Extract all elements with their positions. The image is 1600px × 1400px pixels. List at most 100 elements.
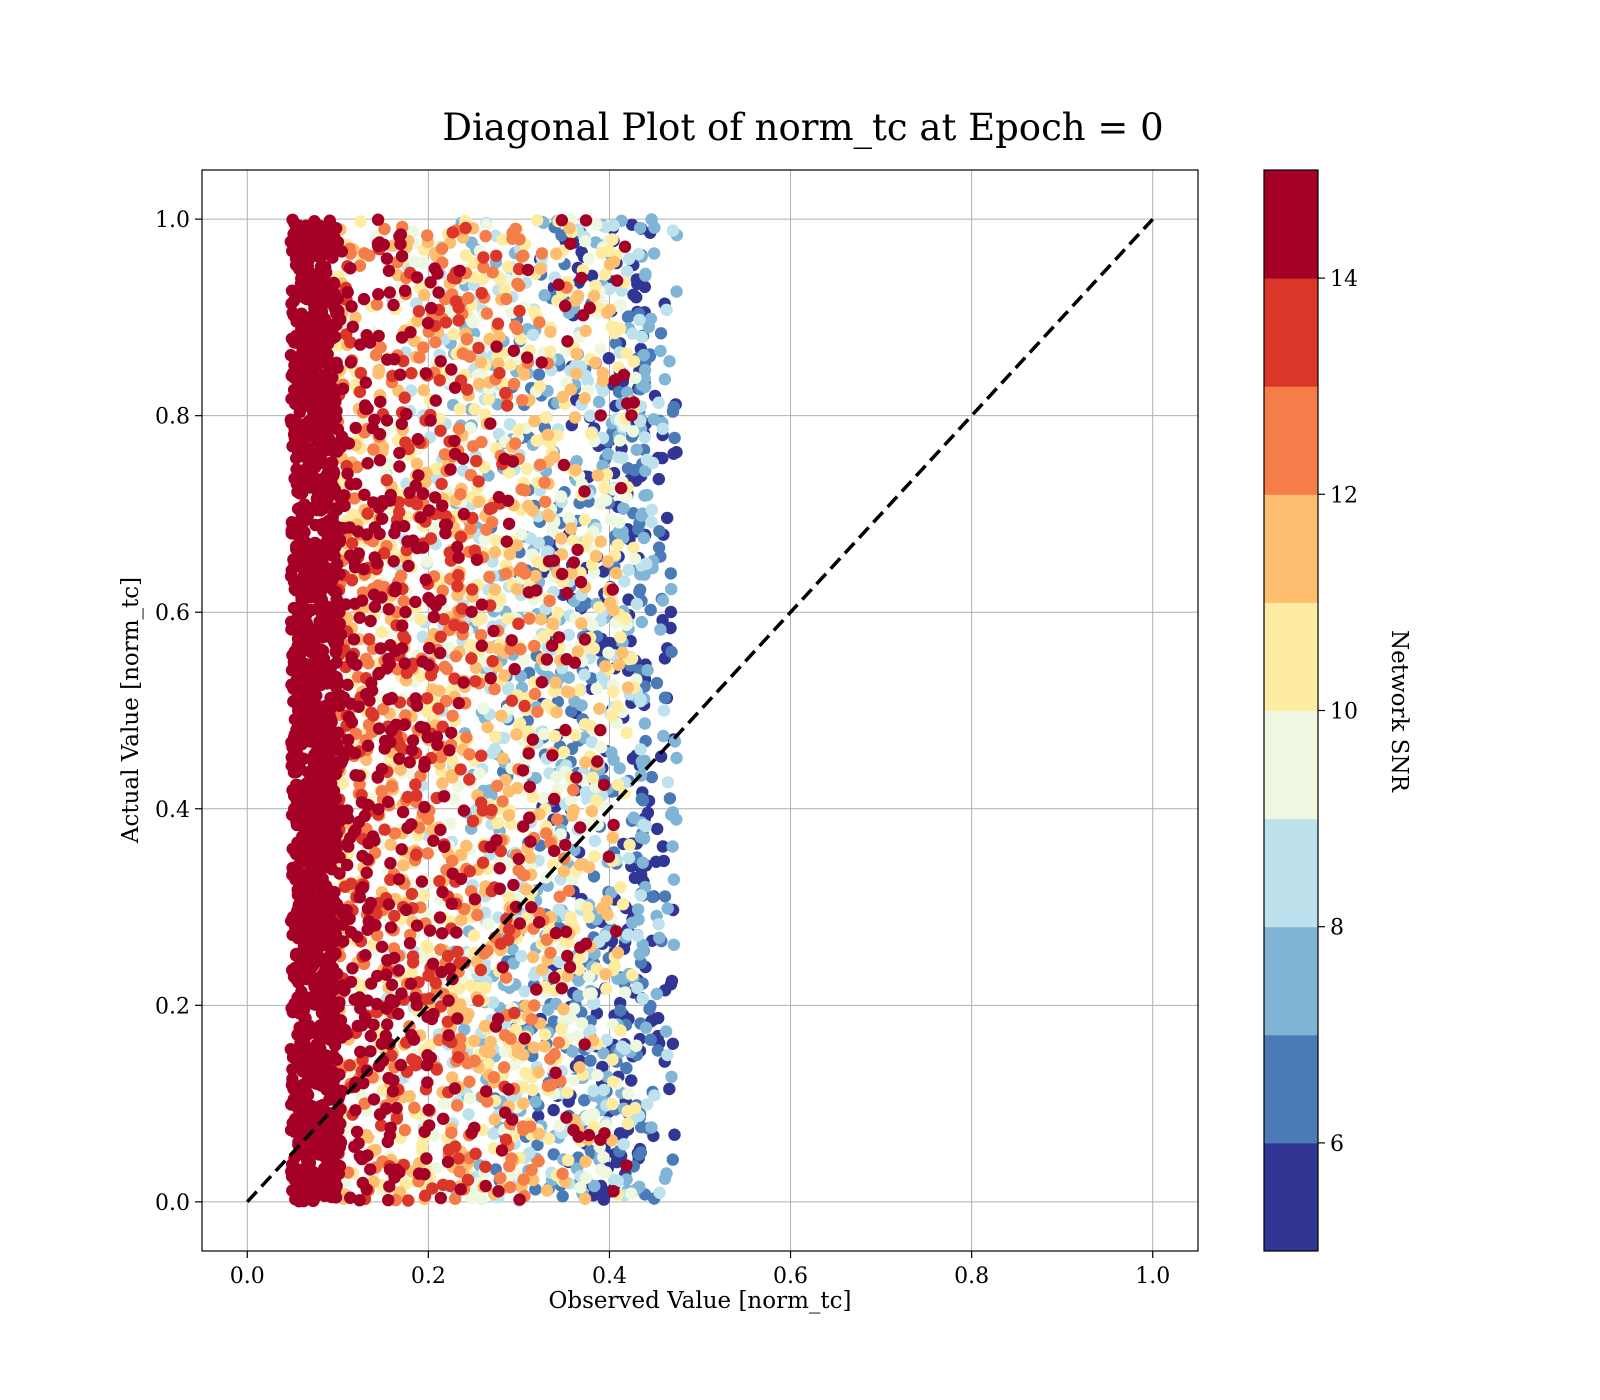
scatter-point	[610, 274, 624, 287]
scatter-point	[607, 1185, 620, 1198]
scatter-point	[594, 497, 607, 510]
scatter-point	[434, 355, 447, 368]
scatter-point	[620, 1061, 633, 1075]
scatter-point	[537, 791, 550, 805]
scatter-point	[519, 883, 533, 896]
scatter-point	[486, 996, 499, 1009]
scatter-point	[506, 943, 519, 956]
scatter-point	[466, 814, 480, 828]
scatter-point	[488, 730, 502, 743]
scatter-point	[602, 850, 616, 863]
scatter-point	[323, 755, 337, 769]
scatter-point	[345, 716, 359, 729]
scatter-point	[473, 767, 486, 780]
scatter-point	[287, 428, 301, 441]
scatter-point	[458, 1023, 471, 1036]
scatter-point	[528, 687, 542, 701]
scatter-point	[449, 1140, 462, 1153]
scatter-point	[361, 457, 374, 470]
scatter-point	[502, 466, 516, 479]
scatter-point	[424, 276, 437, 289]
scatter-point	[362, 915, 375, 928]
scatter-point	[665, 808, 678, 821]
scatter-point	[390, 1101, 403, 1115]
scatter-point	[625, 1074, 638, 1087]
scatter-point	[610, 566, 623, 580]
scatter-point	[385, 724, 398, 737]
scatter-point	[386, 1085, 400, 1098]
scatter-point	[477, 702, 490, 715]
scatter-point	[375, 762, 389, 776]
scatter-point	[523, 851, 537, 864]
scatter-point	[414, 511, 427, 524]
scatter-point	[589, 549, 603, 563]
scatter-point	[434, 750, 448, 764]
scatter-point	[568, 656, 581, 669]
scatter-point	[531, 214, 544, 227]
scatter-point	[298, 821, 311, 834]
scatter-point	[539, 827, 553, 840]
scatter-point	[569, 367, 583, 380]
scatter-point	[455, 602, 469, 615]
scatter-point	[658, 1172, 672, 1185]
scatter-point	[397, 859, 410, 872]
scatter-point	[538, 1040, 551, 1053]
scatter-point	[374, 341, 387, 354]
scatter-point	[349, 1104, 362, 1117]
scatter-point	[504, 358, 517, 372]
scatter-point	[436, 777, 449, 790]
scatter-point	[494, 844, 507, 858]
scatter-point	[533, 380, 546, 393]
scatter-point	[469, 661, 483, 675]
scatter-point	[480, 523, 493, 536]
scatter-point	[606, 831, 619, 844]
scatter-point	[529, 1095, 542, 1108]
scatter-point	[306, 385, 319, 399]
scatter-point	[644, 1033, 657, 1046]
scatter-point	[484, 417, 497, 430]
scatter-point	[362, 1131, 375, 1144]
scatter-point	[457, 507, 471, 521]
scatter-point	[354, 215, 367, 228]
scatter-point	[427, 834, 440, 847]
scatter-point	[375, 1119, 388, 1132]
scatter-point	[400, 407, 413, 421]
scatter-point	[342, 733, 355, 747]
scatter-point	[423, 924, 437, 937]
scatter-point	[469, 1147, 482, 1160]
scatter-point	[401, 821, 414, 835]
scatter-point	[467, 929, 481, 942]
scatter-point	[668, 1128, 681, 1141]
scatter-point	[579, 214, 593, 227]
scatter-point	[659, 1025, 673, 1038]
scatter-point	[464, 522, 477, 535]
scatter-point	[524, 835, 537, 848]
scatter-point	[463, 773, 476, 786]
scatter-point	[486, 746, 499, 760]
scatter-point	[354, 338, 367, 351]
scatter-point	[598, 482, 611, 495]
scatter-point	[611, 946, 625, 959]
scatter-point	[396, 619, 409, 632]
scatter-point	[575, 699, 588, 712]
scatter-point	[535, 963, 549, 976]
scatter-point	[384, 921, 398, 934]
scatter-point	[507, 344, 520, 357]
scatter-point	[373, 1108, 387, 1121]
scatter-point	[299, 535, 312, 549]
scatter-point	[492, 490, 506, 504]
scatter-point	[484, 672, 497, 685]
scatter-point	[585, 269, 599, 282]
scatter-point	[301, 363, 314, 376]
scatter-point	[545, 639, 559, 652]
scatter-point	[418, 755, 431, 769]
scatter-point	[471, 981, 485, 994]
scatter-point	[472, 341, 485, 355]
scatter-point	[654, 344, 667, 358]
scatter-point	[453, 402, 467, 416]
scatter-point	[590, 962, 603, 975]
scatter-point	[382, 264, 396, 277]
scatter-point	[452, 301, 465, 314]
scatter-point	[532, 1127, 546, 1140]
scatter-point	[316, 249, 329, 262]
